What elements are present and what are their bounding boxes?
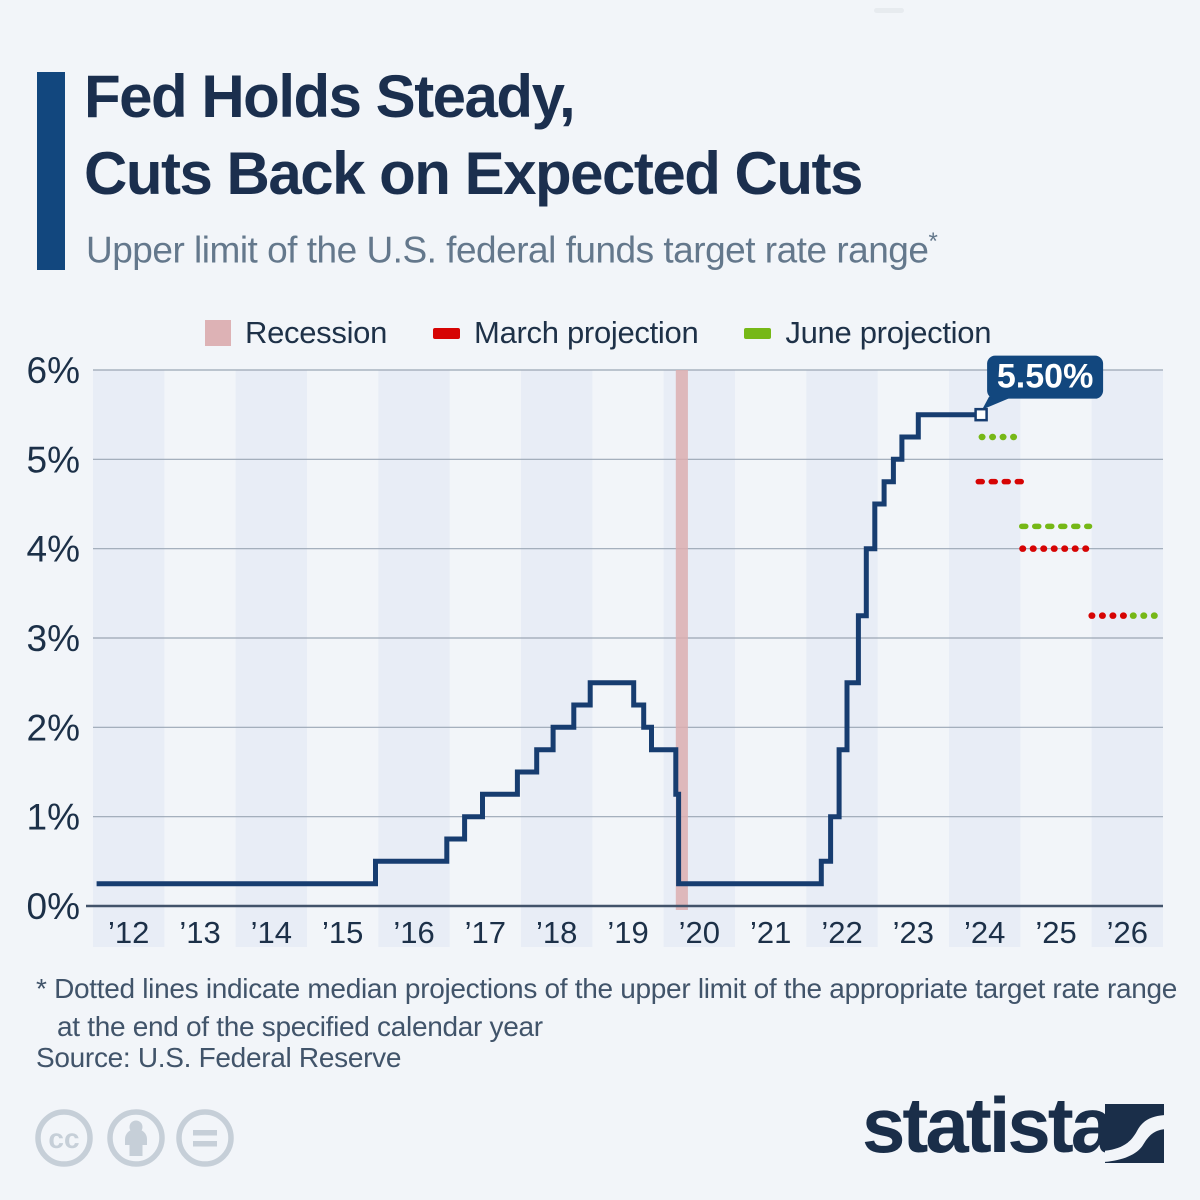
- recession-swatch-icon: [205, 320, 231, 346]
- legend-item-recession: Recession: [205, 315, 387, 351]
- footnote-line-2: at the end of the specified calendar yea…: [57, 1011, 543, 1042]
- year-band: [93, 370, 165, 947]
- x-tick-label: ’13: [179, 915, 220, 950]
- x-tick-label: ’19: [607, 915, 648, 950]
- june-projection-swatch-icon: [744, 327, 772, 339]
- legend-label: March projection: [474, 315, 699, 350]
- x-tick-label: ’21: [750, 915, 791, 950]
- year-band: [235, 370, 307, 947]
- x-tick-label: ’24: [964, 915, 1005, 950]
- rate-step-line: [96, 412, 982, 887]
- x-tick-label: ’15: [322, 915, 363, 950]
- x-tick-label: ’20: [679, 915, 720, 950]
- license-icons: cc: [35, 1109, 234, 1167]
- year-band: [521, 370, 593, 947]
- year-band: [949, 370, 1021, 947]
- chart-subtitle: Upper limit of the U.S. federal funds ta…: [86, 228, 938, 271]
- svg-text:cc: cc: [48, 1123, 79, 1154]
- year-band: [1091, 370, 1163, 947]
- y-tick-label: 2%: [27, 707, 80, 748]
- year-band: [378, 370, 450, 947]
- year-band: [806, 370, 878, 947]
- y-tick-label: 3%: [27, 618, 80, 659]
- rate-chart: 6% 5% 4% 3% 2% 1% 0% ’12 ’13 ’14 ’15 ’16 ’17 ’18 ’19 ’2…: [27, 350, 1167, 950]
- legend-label: June projection: [785, 315, 992, 350]
- title-line-2: Cuts Back on Expected Cuts: [84, 140, 863, 207]
- legend-label: Recession: [245, 315, 388, 350]
- y-tick-label: 5%: [27, 439, 80, 480]
- chart-legend: Recession March projection June projecti…: [205, 315, 991, 351]
- subtitle-text: Upper limit of the U.S. federal funds ta…: [86, 229, 929, 271]
- x-tick-label: ’25: [1035, 915, 1076, 950]
- statista-wordmark: statista: [862, 1081, 1114, 1169]
- x-tick-label: ’17: [465, 915, 506, 950]
- y-tick-label: 0%: [27, 886, 80, 927]
- x-tick-label: ’22: [821, 915, 862, 950]
- footnote-marker: *: [928, 228, 938, 255]
- recession-band: [675, 370, 688, 910]
- footnote-line-1: * Dotted lines indicate median projectio…: [36, 973, 1178, 1004]
- legend-item-june-projection: June projection: [744, 315, 991, 351]
- title-line-1: Fed Holds Steady,: [84, 63, 576, 130]
- series-end-marker: [974, 407, 988, 422]
- callout-tail: [982, 396, 1014, 410]
- source-line: Source: U.S. Federal Reserve: [36, 1042, 402, 1073]
- year-band: [663, 370, 735, 947]
- page-title: Fed Holds Steady, Cuts Back on Expected C…: [84, 58, 863, 212]
- x-tick-label: ’16: [393, 915, 434, 950]
- window-drag-handle: [874, 8, 904, 13]
- y-tick-label: 1%: [27, 797, 80, 838]
- x-tick-label: ’18: [536, 915, 577, 950]
- title-accent-bar: [37, 72, 65, 270]
- legend-item-march-projection: March projection: [433, 315, 699, 351]
- x-tick-label: ’26: [1107, 915, 1148, 950]
- y-tick-label: 6%: [27, 350, 80, 391]
- y-tick-label: 4%: [27, 529, 80, 570]
- statista-logo-icon: [1105, 1104, 1164, 1163]
- footnote: * Dotted lines indicate median projectio…: [36, 970, 1177, 1046]
- x-tick-label: ’12: [108, 915, 149, 950]
- attribution-icon: [107, 1109, 165, 1167]
- value-callout: [987, 355, 1104, 399]
- x-tick-label: ’23: [893, 915, 934, 950]
- march-projection-swatch-icon: [433, 327, 461, 339]
- no-derivatives-icon: [176, 1109, 234, 1167]
- cc-icon: cc: [35, 1109, 93, 1167]
- x-tick-label: ’14: [251, 915, 292, 950]
- callout-label: 5.50%: [997, 358, 1093, 396]
